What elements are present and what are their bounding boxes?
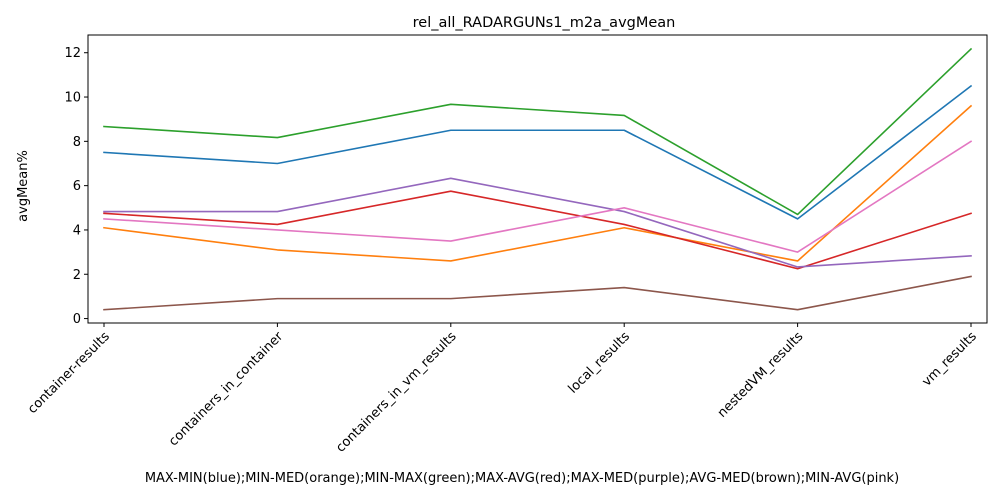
series-line-7 [103,140,973,253]
y-tick-label: 2 [73,268,81,283]
y-tick-label: 6 [73,179,81,194]
series-line-2 [103,104,973,262]
series-line-5 [103,177,972,268]
plot-frame [87,34,988,324]
y-tick-label: 4 [73,223,81,238]
series-line-3 [103,47,973,216]
y-tick-label: 10 [64,91,81,106]
y-axis-label: avgMean% [16,150,31,222]
chart-title: rel_all_RADARGUNs1_m2a_avgMean [413,15,676,31]
y-tick-label: 12 [64,46,81,61]
series-line-6 [103,275,972,311]
y-tick-label: 8 [73,135,81,150]
series-line-1 [103,84,973,220]
series-line-4 [103,190,973,270]
y-tick-label: 0 [73,312,81,327]
x-axis-label: MAX-MIN(blue);MIN-MED(orange);MIN-MAX(gr… [145,471,899,486]
